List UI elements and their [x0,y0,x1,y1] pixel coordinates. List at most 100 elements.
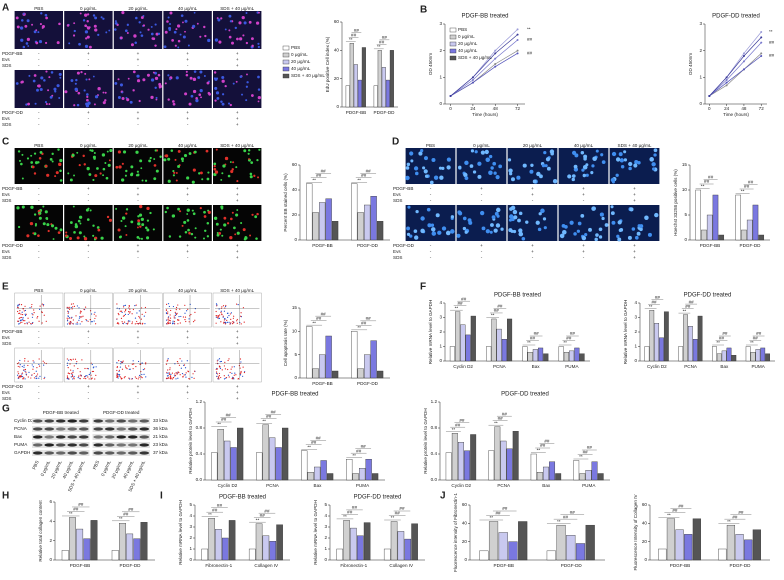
cell-event [68,322,70,324]
cell [521,236,526,241]
cell [567,174,572,179]
cell [179,33,182,36]
cell [173,30,177,34]
treatment-label: Evs [2,335,10,340]
cell-event [121,311,123,314]
cell [634,235,639,240]
band-name: Bax [14,434,23,439]
cell [102,101,106,105]
cell [125,233,128,236]
cell-event [27,364,29,367]
treatment-sign: + [87,384,90,389]
column-header: 0 μg/mL [473,143,490,148]
cell [22,12,25,15]
cell-event [172,320,174,322]
treatment-sign: + [87,51,90,56]
treatment-sign: + [633,243,636,248]
treatment-sign: - [430,243,432,248]
cell [139,159,143,163]
bar [255,523,263,561]
micrograph [405,205,456,241]
cell [441,166,445,171]
cell [213,71,217,74]
bar [248,548,256,561]
cell-event [117,375,119,377]
band [104,427,115,431]
cell [409,151,414,156]
cell [102,17,105,20]
cell-event [220,376,222,379]
cell-event [137,360,140,363]
cell [226,222,230,225]
cell [104,99,107,102]
cell [130,43,134,47]
cell-event [95,374,97,376]
y-tick-label: 20 [292,212,298,217]
cell-event [70,369,72,371]
treatment-sign: - [38,51,40,56]
cell-event [19,322,22,324]
treatment-sign: + [236,63,239,68]
cell [190,94,194,98]
cell-event [131,321,133,323]
bar [678,346,684,362]
cell [257,11,260,14]
cell [78,215,83,219]
cell [488,154,493,159]
treatment-sign: - [583,198,585,203]
cell-event [128,305,130,307]
cell [177,207,180,211]
significance-label: ## [685,304,691,309]
band [93,419,104,423]
cell [146,219,150,222]
cell-event [173,320,176,323]
bar [319,202,326,241]
cell-event [21,316,23,319]
cell-event [140,376,142,378]
cell [140,34,144,37]
bar [76,528,84,561]
cell-event [175,313,178,315]
band-size: 23 kDa [153,442,168,447]
cell-event [142,368,145,371]
cell [458,211,463,216]
significance-label: ** [208,512,212,517]
significance-label: ## [226,413,232,418]
y-axis-label: Relative mRNA level to GAPDH [428,300,433,365]
cell-event [215,316,217,318]
cell-event [33,312,35,314]
cell-event [127,313,129,316]
band [93,427,104,431]
cell-event [67,367,69,369]
cell [195,96,198,100]
treatment-sign: - [38,341,40,346]
bar [275,447,282,481]
significance-label: ** [69,511,73,516]
cell [584,233,588,237]
cell [83,163,86,166]
treatment-sign: + [137,116,140,121]
cell-event [141,377,143,379]
y-tick-label: 60 [642,502,648,507]
y-axis-label: EdU positive Cell index (%) [325,36,330,92]
cell [105,31,108,34]
legend-label: PBS [291,45,300,50]
cell [611,151,617,157]
treatment-sign: - [38,122,40,127]
cell-event [143,368,146,370]
cell [228,35,232,39]
band [93,443,104,447]
micrograph [163,11,212,49]
cell [37,84,40,88]
treatment-sign: + [137,51,140,56]
cell [217,18,221,22]
x-tick-label: PDGF-DD [120,563,142,568]
cell-event [230,368,232,370]
cell [73,174,75,177]
cell [240,222,243,225]
cell-event [23,364,25,366]
cell-event [217,377,220,379]
significance-label: ## [722,331,728,336]
y-tick-label: 4 [634,300,637,305]
bar [726,524,736,561]
